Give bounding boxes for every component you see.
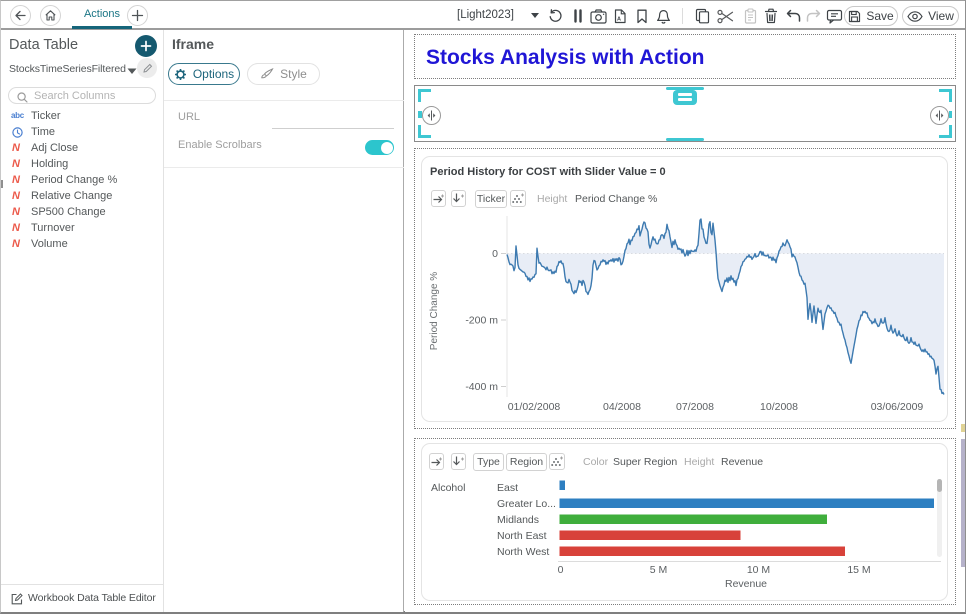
svg-text:10/2008: 10/2008	[760, 401, 798, 413]
svg-text:-400 m: -400 m	[465, 381, 498, 393]
svg-text:0: 0	[492, 248, 498, 260]
svg-text:Period Change %: Period Change %	[429, 272, 440, 350]
svg-text:5 M: 5 M	[650, 564, 668, 576]
svg-text:-200 m: -200 m	[465, 315, 498, 327]
svg-text:01/02/2008: 01/02/2008	[508, 401, 561, 413]
svg-text:Revenue: Revenue	[725, 578, 767, 590]
svg-text:North East: North East	[497, 530, 547, 542]
svg-text:10 M: 10 M	[747, 564, 770, 576]
svg-text:A: A	[617, 16, 621, 22]
svg-text:03/06/2009: 03/06/2009	[871, 401, 924, 413]
svg-text:04/2008: 04/2008	[603, 401, 641, 413]
svg-text:15 M: 15 M	[847, 564, 870, 576]
svg-text:Greater Lo...: Greater Lo...	[497, 498, 556, 510]
svg-text:0: 0	[558, 564, 564, 576]
svg-text:North West: North West	[497, 546, 549, 558]
svg-text:East: East	[497, 482, 518, 494]
svg-text:Midlands: Midlands	[497, 514, 539, 526]
svg-text:07/2008: 07/2008	[676, 401, 714, 413]
svg-text:Alcohol: Alcohol	[431, 482, 465, 494]
